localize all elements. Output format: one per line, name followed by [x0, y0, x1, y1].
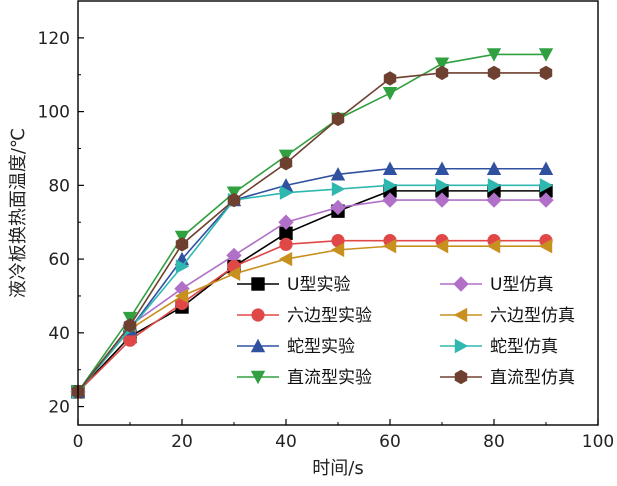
data-point — [435, 178, 450, 193]
legend-label: 六边型实验 — [287, 306, 372, 326]
data-point — [123, 318, 137, 333]
data-point — [382, 238, 397, 254]
data-point — [330, 199, 346, 216]
data-point — [331, 234, 345, 248]
data-point — [539, 178, 554, 193]
legend-marker — [251, 308, 265, 322]
data-point — [434, 192, 450, 208]
legend-label: U型实验 — [287, 275, 350, 295]
legend-item: 直流型仿真 — [440, 368, 575, 388]
data-point — [174, 288, 189, 304]
legend-item: 直流型实验 — [237, 368, 372, 388]
x-tick-label: 20 — [171, 432, 193, 452]
data-point — [330, 167, 346, 181]
y-axis-title: 液冷板换热面温度/℃ — [8, 128, 29, 298]
data-point — [486, 238, 501, 254]
legend-marker — [250, 370, 266, 385]
data-point — [382, 86, 398, 101]
legend-label: 直流型仿真 — [490, 368, 575, 388]
series-layer — [70, 48, 554, 400]
x-tick-label: 0 — [73, 432, 84, 452]
data-point — [123, 333, 137, 347]
series-line — [77, 239, 546, 393]
y-tick-label: 40 — [48, 324, 70, 344]
legend-item: U型实验 — [237, 275, 350, 295]
data-point — [382, 192, 398, 208]
data-point — [434, 238, 449, 254]
data-point — [331, 181, 346, 197]
y-tick-label: 60 — [48, 250, 70, 270]
x-tick-label: 40 — [275, 432, 297, 452]
legend-item: 六边型仿真 — [440, 306, 575, 326]
series-4 — [70, 238, 553, 400]
x-tick-label: 80 — [483, 432, 505, 452]
data-point — [486, 48, 502, 62]
data-point — [331, 111, 345, 127]
x-tick-label: 100 — [582, 432, 614, 452]
data-point — [279, 185, 294, 200]
data-point — [279, 237, 293, 251]
data-point — [226, 266, 241, 282]
legend-item: 蛇型实验 — [237, 337, 355, 357]
data-point — [279, 156, 293, 171]
legend-label: 六边型仿真 — [490, 306, 575, 326]
data-point — [486, 161, 502, 175]
legend-marker — [454, 338, 469, 354]
data-point — [538, 161, 554, 175]
data-point — [435, 65, 449, 81]
x-axis-title: 时间/s — [312, 458, 363, 479]
legend-marker — [251, 277, 265, 291]
data-point — [174, 280, 190, 297]
data-point — [278, 214, 294, 230]
data-point — [487, 178, 502, 193]
series-line — [77, 184, 546, 393]
data-point — [227, 192, 241, 208]
y-tick-label: 80 — [48, 176, 70, 196]
legend-item: 六边型实验 — [237, 306, 372, 326]
y-tick-label: 100 — [38, 103, 70, 123]
legend-label: U型仿真 — [490, 275, 553, 295]
legend-item: 蛇型仿真 — [440, 337, 558, 357]
data-point — [434, 161, 450, 175]
data-point — [538, 48, 554, 62]
data-point — [538, 192, 554, 208]
data-point — [175, 259, 190, 274]
data-point — [382, 161, 398, 175]
data-point — [278, 251, 293, 267]
legend-marker — [250, 338, 266, 353]
legend-marker — [453, 276, 469, 292]
series-line — [77, 245, 546, 393]
x-tick-label: 60 — [379, 432, 401, 452]
data-point — [226, 247, 242, 264]
legend-marker — [454, 369, 468, 385]
series-8 — [71, 65, 553, 400]
data-point — [538, 238, 553, 254]
data-point — [175, 237, 189, 252]
data-point — [383, 71, 397, 86]
legend-label: 蛇型实验 — [287, 337, 355, 357]
y-tick-label: 120 — [38, 29, 70, 49]
legend-marker — [453, 307, 468, 323]
legend-label: 蛇型仿真 — [490, 337, 558, 357]
data-point — [539, 65, 553, 81]
legend-label: 直流型实验 — [287, 368, 372, 388]
data-point — [486, 192, 502, 208]
legend-item: U型仿真 — [440, 275, 553, 295]
series-line — [77, 199, 546, 393]
y-tick-label: 20 — [48, 398, 70, 418]
series-line — [77, 53, 546, 393]
data-point — [383, 178, 398, 193]
data-point — [487, 65, 501, 81]
series-line — [77, 167, 546, 393]
series-line — [77, 72, 546, 393]
data-point — [330, 242, 345, 258]
data-point — [434, 57, 450, 71]
